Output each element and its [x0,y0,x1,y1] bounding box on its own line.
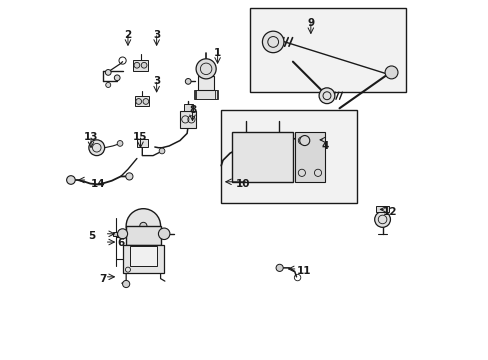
Bar [195,90,216,99]
Text: 3: 3 [153,76,160,86]
Circle shape [374,212,389,227]
Circle shape [299,135,309,145]
Text: 9: 9 [306,18,314,28]
Text: 3: 3 [153,30,160,40]
Circle shape [89,140,104,156]
Bar [122,244,164,273]
Bar [198,76,214,90]
Circle shape [126,209,160,243]
Bar [375,206,388,212]
Bar [126,226,160,244]
Circle shape [117,229,127,239]
Text: 2: 2 [124,30,131,40]
Bar [133,60,147,71]
Circle shape [66,176,75,184]
Circle shape [262,31,284,53]
Circle shape [114,75,120,81]
Circle shape [105,82,110,87]
Circle shape [159,148,164,154]
Text: 11: 11 [296,266,310,276]
Bar [135,96,149,107]
Text: 8: 8 [188,105,196,115]
Circle shape [384,66,397,79]
Bar [294,132,325,182]
Bar [129,246,156,266]
Bar [196,90,215,99]
Circle shape [117,140,122,146]
Text: 13: 13 [83,132,98,142]
Circle shape [196,59,216,79]
Bar [249,8,405,92]
Text: 6: 6 [117,238,124,248]
Text: 4: 4 [321,141,328,151]
Bar [183,104,192,111]
Bar [180,111,196,128]
Bar [112,231,117,236]
Text: 14: 14 [91,179,105,189]
Circle shape [122,280,129,288]
Circle shape [125,173,133,180]
Circle shape [134,62,140,68]
Text: 5: 5 [88,231,96,240]
Text: 12: 12 [382,207,396,217]
Circle shape [141,62,147,68]
Bar [194,90,217,99]
Circle shape [158,228,169,239]
Circle shape [136,99,142,104]
Circle shape [276,264,283,271]
Bar [221,110,357,203]
Circle shape [319,88,334,104]
Circle shape [105,69,111,75]
Bar [231,132,292,182]
Circle shape [142,99,148,104]
Text: 1: 1 [214,48,221,58]
Circle shape [140,222,147,229]
Text: 10: 10 [235,179,249,189]
Bar [137,139,148,147]
Circle shape [185,78,191,84]
Text: 7: 7 [99,274,106,284]
Text: 15: 15 [133,132,147,142]
